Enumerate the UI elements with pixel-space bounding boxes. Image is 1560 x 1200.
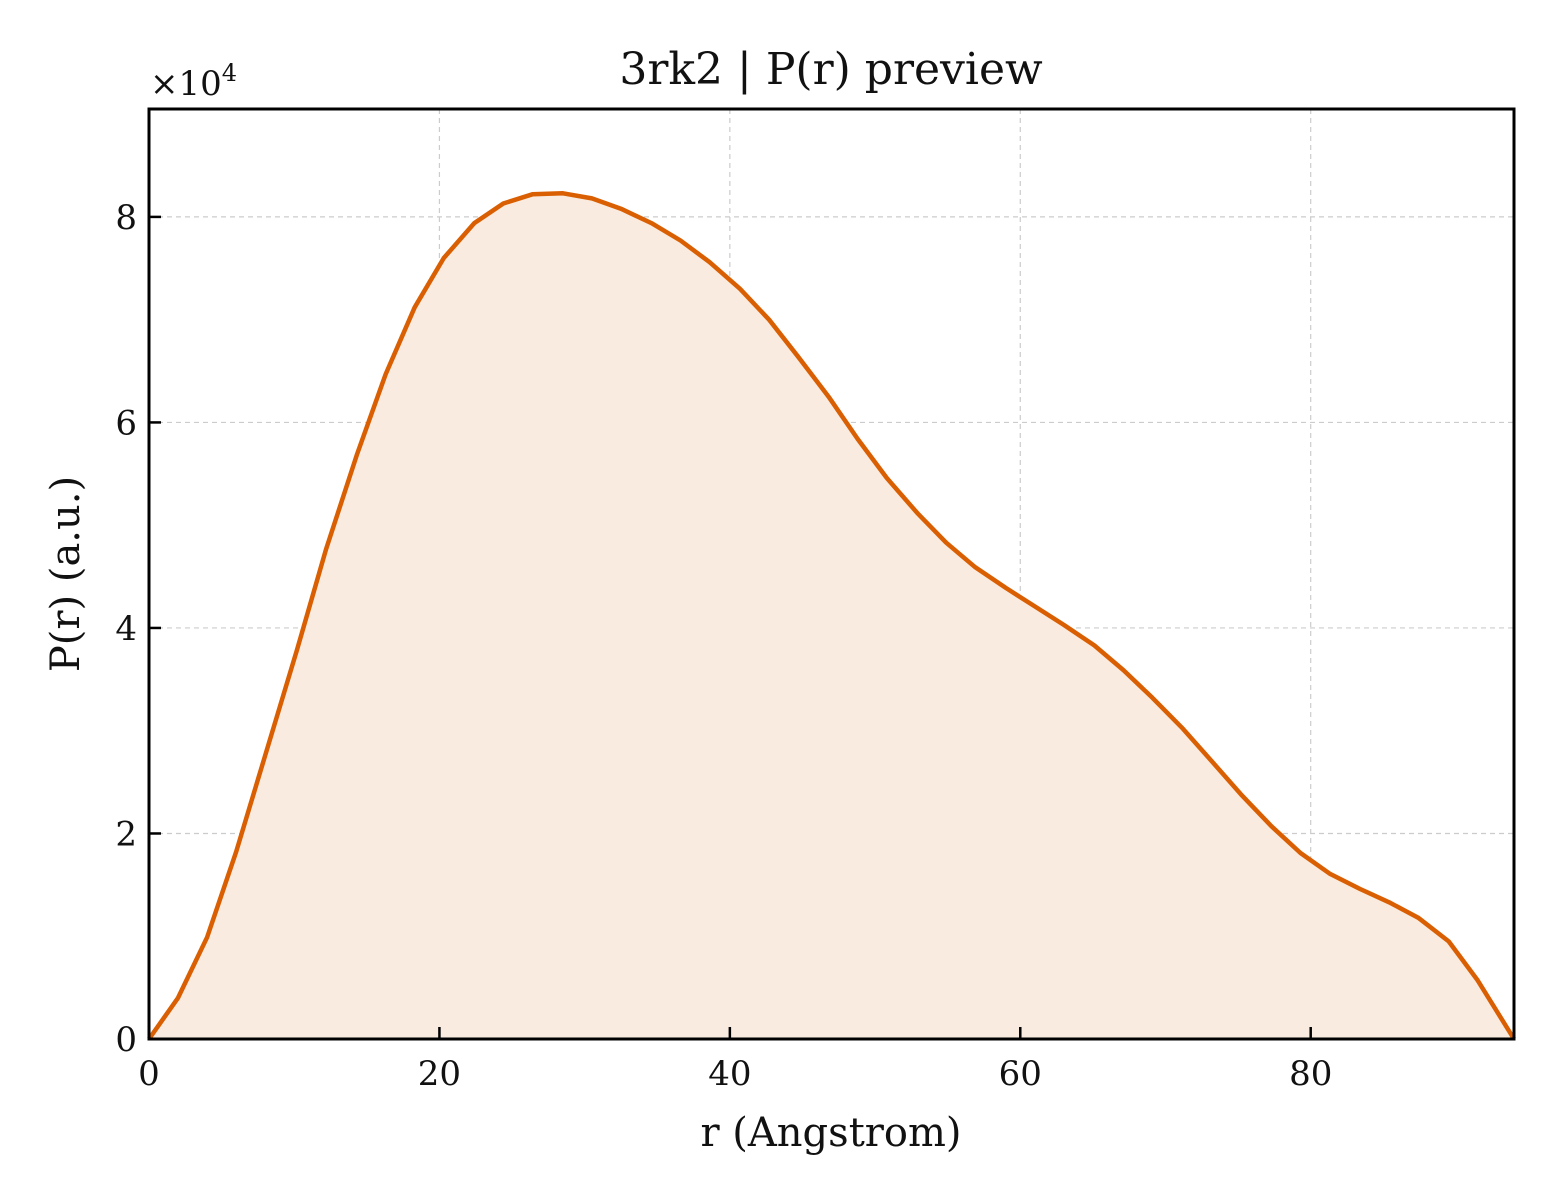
- y-tick-label: 2: [115, 814, 137, 854]
- x-tick-label: 60: [999, 1054, 1042, 1094]
- y-tick-label: 6: [115, 403, 137, 443]
- x-tick-label: 80: [1289, 1054, 1332, 1094]
- x-tick-label: 20: [418, 1054, 461, 1094]
- series-line: [147, 191, 1516, 1041]
- chart-title: 3rk2 | P(r) preview: [619, 44, 1043, 95]
- ticks: [147, 215, 1312, 1041]
- y-multiplier: ×104: [150, 59, 237, 104]
- y-multiplier-base: ×10: [150, 64, 222, 104]
- x-axis-label: r (Angstrom): [700, 1110, 961, 1156]
- y-tick-label: 0: [115, 1020, 137, 1060]
- y-multiplier-exponent: 4: [222, 59, 237, 87]
- y-axis-label: P(r) (a.u.): [43, 476, 89, 672]
- x-tick-label: 0: [138, 1054, 160, 1094]
- area-fill: [149, 193, 1514, 1040]
- tick-labels: 0 20 40 60 80 0 2 4 6 8: [115, 198, 1332, 1094]
- x-tick-label: 40: [708, 1054, 751, 1094]
- y-tick-label: 4: [115, 609, 137, 649]
- y-tick-label: 8: [115, 198, 137, 238]
- plot-frame: [147, 107, 1516, 1041]
